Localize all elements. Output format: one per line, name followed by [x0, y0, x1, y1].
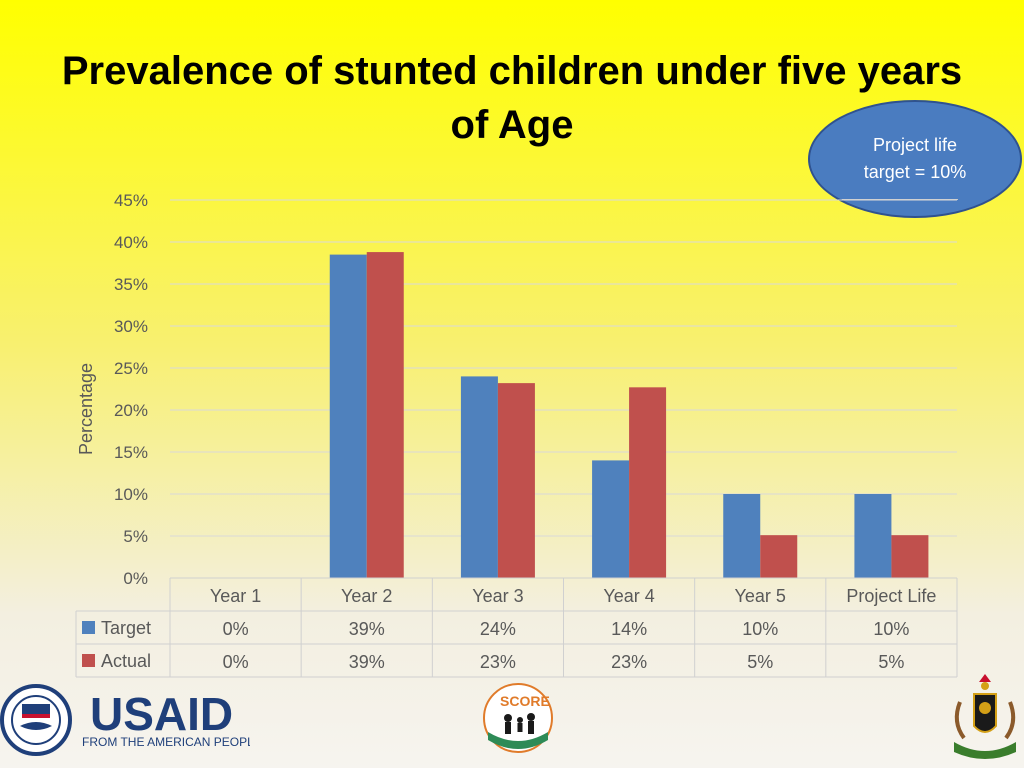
bar-actual-year-3: [497, 383, 535, 578]
data-table-cell: 10%: [873, 619, 909, 639]
stunting-bar-chart: 0% 5% 10% 15% 20% 25% 30% 35% 40% 45% Percentage Ye…: [75, 191, 958, 678]
bar-target-year-2: [329, 254, 367, 578]
bar-target-year-4: [592, 460, 630, 578]
y-tick-label: 40%: [114, 233, 148, 252]
data-table-cell: 39%: [349, 652, 385, 672]
data-table-cell: 24%: [480, 619, 516, 639]
data-table-cell: 23%: [611, 652, 647, 672]
data-table-cell: 39%: [349, 619, 385, 639]
score-wordmark: SCORE: [500, 693, 550, 709]
project-life-target-callout: Project life target = 10%: [808, 100, 1022, 218]
bar-actual-project-life: [891, 535, 929, 578]
data-table-cell: 0%: [223, 652, 249, 672]
y-tick-label: 0%: [123, 569, 148, 588]
bar-target-year-3: [460, 376, 498, 578]
y-tick-label: 35%: [114, 275, 148, 294]
slide-title: Prevalence of stunted children under fiv…: [61, 49, 963, 147]
category-label: Project Life: [846, 586, 936, 606]
category-label: Year 4: [603, 586, 654, 606]
legend-label-target: Target: [101, 618, 151, 638]
usaid-tagline: FROM THE AMERICAN PEOPLE: [82, 735, 250, 749]
bar-target-year-5: [723, 494, 761, 578]
bar-actual-year-2: [366, 252, 404, 578]
legend-swatch-actual: [82, 654, 95, 667]
score-logo: SCORE: [483, 683, 553, 753]
y-tick-label: 20%: [114, 401, 148, 420]
category-label: Year 3: [472, 586, 523, 606]
bar-actual-year-5: [760, 535, 798, 578]
bar-actual-year-4: [629, 387, 667, 578]
y-tick-label: 30%: [114, 317, 148, 336]
y-axis-title: Percentage: [76, 363, 96, 455]
usaid-logo: USAID FROM THE AMERICAN PEOPLE: [0, 684, 250, 756]
y-tick-label: 15%: [114, 443, 148, 462]
category-label: Year 2: [341, 586, 392, 606]
bar-target-project-life: [854, 494, 892, 578]
y-tick-label: 10%: [114, 485, 148, 504]
data-table-cell: 10%: [742, 619, 778, 639]
category-label: Year 1: [210, 586, 261, 606]
y-tick-label: 45%: [114, 191, 148, 210]
data-table-cell: 23%: [480, 652, 516, 672]
y-tick-label: 25%: [114, 359, 148, 378]
y-tick-label: 5%: [123, 527, 148, 546]
usaid-wordmark: USAID: [90, 688, 233, 740]
callout-line-2: target = 10%: [863, 162, 967, 182]
data-table-cell: 5%: [747, 652, 773, 672]
category-label: Year 5: [735, 586, 786, 606]
data-table-cell: 14%: [611, 619, 647, 639]
legend-label-actual: Actual: [101, 651, 151, 671]
data-table-cell: 0%: [223, 619, 249, 639]
data-table-cell: 5%: [878, 652, 904, 672]
uganda-coat-of-arms: [954, 674, 1016, 759]
callout-line-1: Project life: [872, 135, 958, 155]
legend-swatch-target: [82, 621, 95, 634]
